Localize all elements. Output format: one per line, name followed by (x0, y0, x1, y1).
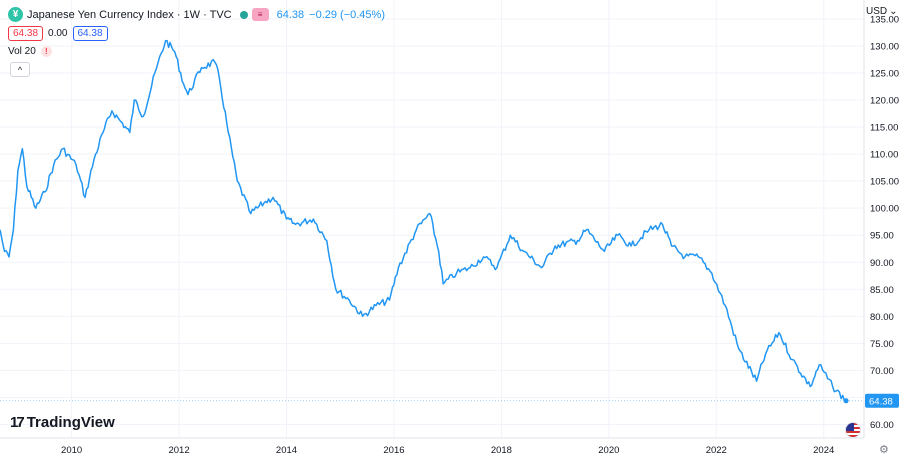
y-tick-label: 135.00 (870, 14, 899, 25)
us-flag-icon[interactable] (845, 422, 861, 438)
last-price: 64.38 (276, 8, 305, 21)
sell-button[interactable]: 64.38 (8, 26, 44, 41)
y-tick-label: 95.00 (870, 231, 894, 242)
logo-text: TradingView (26, 414, 115, 431)
tradingview-logo[interactable]: 17 TradingView (10, 414, 115, 431)
y-tick-label: 85.00 (870, 285, 894, 296)
y-tick-label: 110.00 (870, 150, 898, 161)
collapse-legend-button[interactable]: ^ (10, 62, 30, 77)
currency-label: USD (866, 6, 888, 17)
data-flag-icon[interactable]: ≡ (251, 8, 269, 21)
yen-symbol-icon: ¥ (8, 7, 23, 22)
market-status-dot-icon[interactable] (239, 10, 248, 19)
last-price-point[interactable] (843, 398, 849, 404)
last-price-tag-label: 64.38 (869, 396, 893, 407)
buy-button[interactable]: 64.38 (72, 26, 108, 41)
y-tick-label: 90.00 (870, 258, 894, 269)
currency-selector[interactable]: USD ⌄ (866, 6, 898, 17)
x-tick-label: 2014 (276, 445, 297, 456)
x-tick-label: 2024 (813, 445, 834, 456)
x-tick-label: 2018 (491, 445, 512, 456)
price-change: −0.29 (−0.45%) (309, 8, 385, 21)
x-tick-label: 2022 (706, 445, 727, 456)
chart-title[interactable]: Japanese Yen Currency Index · 1W · TVC (27, 8, 232, 21)
y-tick-label: 130.00 (870, 41, 899, 52)
tradingview-logo-icon: 17 (10, 414, 25, 431)
y-tick-label: 70.00 (870, 366, 894, 377)
volume-label[interactable]: Vol 20 (8, 46, 36, 57)
x-tick-label: 2012 (168, 445, 189, 456)
x-tick-label: 2020 (598, 445, 619, 456)
warning-icon[interactable]: ! (40, 46, 52, 57)
y-tick-label: 80.00 (870, 312, 894, 323)
legend-header: ¥ Japanese Yen Currency Index · 1W · TVC… (8, 7, 385, 22)
y-tick-label: 105.00 (870, 177, 899, 188)
gear-icon[interactable]: ⚙ (879, 444, 889, 456)
y-tick-label: 115.00 (870, 123, 898, 134)
y-tick-label: 120.00 (870, 96, 899, 107)
y-tick-label: 75.00 (870, 339, 894, 350)
trade-row: 64.38 0.00 64.38 (8, 26, 113, 41)
series-line[interactable] (0, 39, 847, 402)
y-tick-label: 100.00 (870, 204, 899, 215)
chevron-down-icon: ⌄ (889, 6, 898, 17)
last-price-tag (865, 393, 899, 408)
y-tick-label: 60.00 (870, 420, 894, 431)
x-tick-label: 2016 (383, 445, 404, 456)
spread-value: 0.00 (48, 28, 68, 39)
y-tick-label: 125.00 (870, 69, 899, 80)
volume-row: Vol 20 ! (8, 46, 52, 57)
x-tick-label: 2010 (61, 445, 82, 456)
